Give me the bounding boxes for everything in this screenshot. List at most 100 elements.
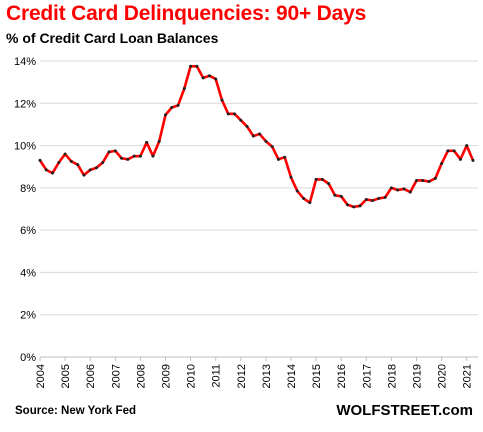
data-point <box>289 175 293 179</box>
watermark: WOLFSTREET.com <box>336 402 473 419</box>
data-point <box>283 155 287 159</box>
x-tick-label: 2006 <box>85 364 97 388</box>
data-point <box>396 188 400 192</box>
data-point <box>164 113 168 117</box>
data-point <box>195 64 199 68</box>
data-point <box>220 98 224 102</box>
y-tick-label: 12% <box>14 98 36 110</box>
x-tick-label: 2018 <box>386 364 398 388</box>
data-point <box>320 177 324 181</box>
data-point <box>402 187 406 191</box>
data-point <box>69 159 73 163</box>
x-tick-label: 2020 <box>437 364 449 388</box>
data-point <box>251 134 255 138</box>
data-point <box>94 166 98 170</box>
data-point <box>82 173 86 177</box>
x-tick-label: 2007 <box>110 364 122 388</box>
x-tick-label: 2015 <box>311 364 323 388</box>
data-point <box>57 160 61 164</box>
data-point <box>389 186 393 190</box>
y-tick-label: 14% <box>14 56 36 68</box>
data-point <box>415 178 419 182</box>
y-tick-label: 0% <box>20 352 36 364</box>
data-point <box>201 76 205 80</box>
data-point <box>132 154 136 158</box>
data-point <box>358 204 362 208</box>
x-tick-label: 2014 <box>286 364 298 388</box>
y-tick-label: 2% <box>20 310 36 322</box>
data-point <box>352 205 356 209</box>
y-tick-label: 6% <box>20 225 36 237</box>
data-point <box>145 140 149 144</box>
x-tick-label: 2013 <box>261 364 273 388</box>
data-point <box>446 149 450 153</box>
data-point <box>101 160 105 164</box>
data-point <box>339 194 343 198</box>
data-point <box>364 197 368 201</box>
data-point <box>107 150 111 154</box>
data-point <box>471 158 475 162</box>
data-point <box>189 64 193 68</box>
data-point <box>182 86 186 90</box>
x-tick-label: 2008 <box>135 364 147 388</box>
chart-subtitle: % of Credit Card Loan Balances <box>6 30 219 46</box>
data-point <box>452 149 456 153</box>
data-point <box>138 154 142 158</box>
data-point <box>214 77 218 81</box>
data-point <box>76 163 80 167</box>
x-axis-ticks: 2004 2005 2006 2007 2008 2009 2010 2011 2012 2013… <box>35 357 474 388</box>
x-tick-label: 2005 <box>60 364 72 388</box>
series-line <box>38 64 475 209</box>
data-point <box>302 196 306 200</box>
data-point <box>314 177 318 181</box>
gridlines <box>40 60 478 358</box>
source-note: Source: New York Fed <box>15 405 136 417</box>
y-tick-label: 8% <box>20 183 36 195</box>
x-tick-label: 2019 <box>412 364 424 388</box>
y-axis-ticks: 0% 2% 4% 6% 8% 10% 12% 14% <box>14 56 36 364</box>
x-tick-label: 2016 <box>336 364 348 388</box>
data-point <box>207 74 211 78</box>
data-point <box>239 118 243 122</box>
x-tick-label: 2009 <box>161 364 173 388</box>
data-point <box>333 193 337 197</box>
x-tick-label: 2011 <box>211 364 223 388</box>
data-point <box>151 154 155 158</box>
data-point <box>427 180 431 184</box>
chart-title: Credit Card Delinquencies: 90+ Days <box>6 2 367 25</box>
x-tick-label: 2012 <box>236 364 248 388</box>
data-point <box>465 144 469 148</box>
data-point <box>440 162 444 166</box>
data-point <box>345 203 349 207</box>
data-point <box>245 125 249 129</box>
y-tick-label: 4% <box>20 267 36 279</box>
data-point <box>170 106 174 110</box>
data-point <box>157 139 161 143</box>
data-point <box>258 132 262 136</box>
data-point <box>176 103 180 107</box>
data-point <box>113 149 117 153</box>
data-point <box>371 199 375 203</box>
data-point <box>308 201 312 205</box>
data-point <box>88 168 92 172</box>
data-point <box>51 171 55 175</box>
data-point <box>126 157 130 161</box>
data-point <box>233 112 237 116</box>
data-point <box>120 156 124 160</box>
x-tick-label: 2021 <box>462 364 474 388</box>
data-point <box>377 196 381 200</box>
data-point <box>38 158 42 162</box>
data-point <box>458 157 462 161</box>
data-point <box>44 168 48 172</box>
data-point <box>295 189 299 193</box>
data-point <box>63 152 67 156</box>
data-point <box>327 182 331 186</box>
data-point <box>270 145 274 149</box>
x-tick-label: 2017 <box>361 364 373 388</box>
series-group <box>38 64 475 209</box>
data-point <box>433 176 437 180</box>
data-point <box>276 157 280 161</box>
data-point <box>408 190 412 194</box>
x-tick-label: 2004 <box>35 364 47 388</box>
